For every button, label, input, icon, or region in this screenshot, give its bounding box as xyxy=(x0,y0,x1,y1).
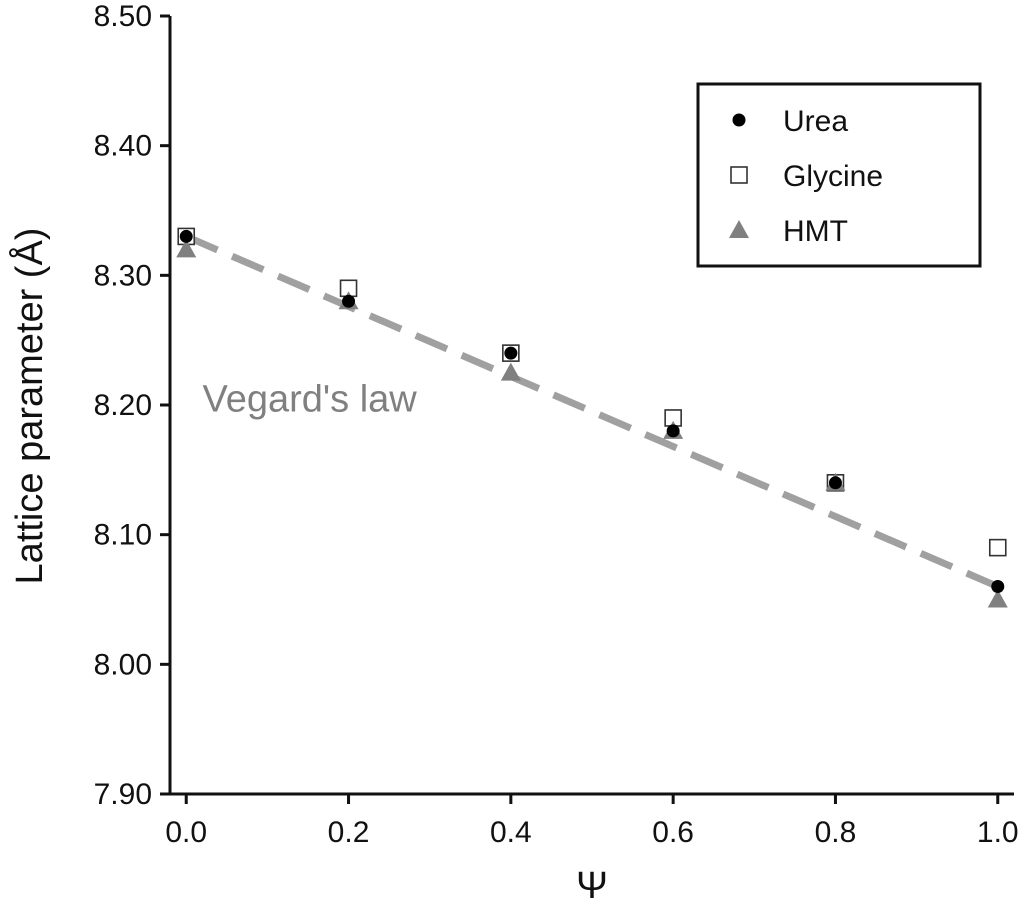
urea-point xyxy=(179,229,193,243)
y-tick-label: 8.50 xyxy=(94,0,152,33)
annotation-layer: Vegard's law xyxy=(202,378,417,420)
glycine-point xyxy=(988,538,1007,557)
legend-label-urea: Urea xyxy=(783,105,848,138)
urea-point xyxy=(342,294,356,308)
x-tick-label: 0.4 xyxy=(490,816,532,849)
urea-point xyxy=(828,476,842,490)
y-tick-label: 8.10 xyxy=(94,519,152,552)
legend-marker-urea xyxy=(732,113,746,127)
y-tick-label: 8.30 xyxy=(94,259,152,292)
urea-point xyxy=(504,346,518,360)
x-axis-title: Ψ xyxy=(576,865,608,907)
legend-label-hmt: HMT xyxy=(783,215,848,248)
x-tick-label: 1.0 xyxy=(977,816,1019,849)
y-tick-label: 8.00 xyxy=(94,648,152,681)
y-tick-label: 8.20 xyxy=(94,389,152,422)
legend-label-glycine: Glycine xyxy=(783,160,883,193)
tick-labels-layer: 7.90 8.00 8.10 8.20 8.30 8.40 8.50 0.0 0.2 0.4 0.6… xyxy=(94,0,1019,849)
hmt-point xyxy=(176,239,197,258)
urea-point xyxy=(991,580,1005,594)
hmt-point xyxy=(987,589,1008,608)
urea-point xyxy=(666,424,680,438)
x-tick-label: 0.8 xyxy=(815,816,857,849)
legend-marker-hmt xyxy=(729,220,749,238)
y-tick-label: 7.90 xyxy=(94,778,152,811)
legend: Urea Glycine HMT xyxy=(696,82,982,268)
x-tick-label: 0.2 xyxy=(328,816,370,849)
vegard-law-label: Vegard's law xyxy=(202,378,417,420)
hmt-point xyxy=(500,362,521,381)
legend-marker-glycine xyxy=(730,166,748,184)
x-tick-label: 0.6 xyxy=(652,816,694,849)
axes-layer xyxy=(160,14,1014,804)
y-axis-title: Lattice parameter (Å) xyxy=(7,228,51,585)
y-tick-label: 8.40 xyxy=(94,130,152,163)
x-tick-label: 0.0 xyxy=(165,816,207,849)
data-points-layer xyxy=(176,227,1008,608)
